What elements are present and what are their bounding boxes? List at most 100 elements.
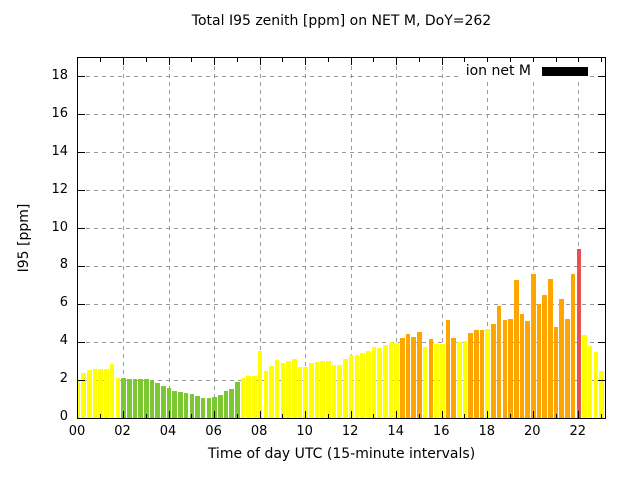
x-tick-label: 22: [569, 424, 587, 439]
bar: [479, 329, 485, 418]
x-tick-label: 02: [114, 424, 131, 439]
x-tick: [259, 58, 261, 65]
bar: [536, 304, 542, 418]
bar: [400, 338, 405, 418]
x-tick: [578, 58, 580, 65]
bar: [303, 366, 308, 418]
bar: [291, 359, 297, 418]
x-tick: [168, 58, 170, 65]
x-minor-tick: [191, 58, 193, 62]
y-tick: [78, 341, 85, 343]
x-minor-tick: [327, 58, 329, 62]
y-tick: [78, 303, 85, 305]
bar: [81, 372, 86, 418]
bar: [530, 274, 536, 418]
y-tick: [598, 379, 605, 381]
bar: [474, 329, 479, 418]
bar: [121, 378, 126, 418]
y-tick-label: 0: [59, 409, 68, 424]
x-tick: [532, 411, 534, 418]
y-tick: [78, 379, 85, 381]
y-tick-label: 16: [51, 105, 68, 121]
bar: [109, 364, 115, 418]
bar: [422, 346, 428, 418]
x-minor-tick: [601, 414, 603, 418]
x-minor-tick: [145, 58, 147, 62]
bar: [508, 319, 513, 418]
bar: [217, 395, 223, 418]
bar: [314, 362, 320, 418]
bar: [365, 350, 371, 418]
bar: [371, 346, 377, 418]
bar: [559, 298, 565, 418]
bar: [496, 306, 502, 418]
y-tick: [598, 152, 605, 154]
x-tick-label: 06: [205, 424, 222, 439]
bar: [383, 345, 388, 418]
bar: [513, 279, 519, 418]
x-minor-tick: [418, 414, 420, 418]
bar: [309, 363, 314, 418]
x-tick: [396, 58, 398, 65]
bar: [343, 359, 348, 418]
bar: [235, 382, 240, 418]
x-tick: [396, 411, 398, 418]
x-tick-label: 08: [250, 424, 268, 439]
y-tick-label: 4: [59, 333, 68, 349]
x-tick: [578, 411, 580, 418]
bar: [576, 249, 582, 418]
bar: [161, 385, 166, 418]
x-gridline: [123, 58, 125, 418]
x-minor-tick: [236, 414, 238, 418]
bar: [240, 378, 246, 418]
bar: [263, 370, 269, 418]
x-tick: [168, 411, 170, 418]
x-tick: [305, 58, 307, 65]
bar: [553, 327, 559, 418]
x-tick-label: 14: [387, 424, 404, 439]
y-tick: [598, 341, 605, 343]
chart-title: Total I95 zenith [ppm] on NET M, DoY=262: [191, 13, 492, 29]
bar: [178, 392, 183, 418]
bar: [582, 334, 587, 418]
bar: [78, 380, 81, 418]
x-tick: [487, 411, 489, 418]
bar: [405, 333, 411, 418]
bar: [360, 352, 365, 418]
bar: [462, 341, 468, 418]
plot-area: ion net M: [77, 57, 606, 419]
y-tick-label: 12: [51, 181, 68, 197]
y-tick-label: 2: [59, 371, 68, 387]
bar: [132, 379, 138, 418]
y-tick-label: 14: [51, 143, 68, 159]
y-tick-label: 18: [51, 67, 68, 83]
x-minor-tick: [510, 58, 512, 62]
bar: [269, 365, 274, 418]
x-gridline: [214, 58, 216, 418]
x-tick-label: 04: [159, 424, 177, 439]
legend: ion net M: [457, 62, 590, 80]
x-tick: [487, 58, 489, 65]
bar: [570, 274, 576, 418]
x-gridline: [578, 58, 580, 418]
x-tick: [259, 411, 261, 418]
x-minor-tick: [464, 58, 466, 62]
y-tick: [598, 228, 605, 230]
legend-label: ion net M: [465, 63, 531, 79]
x-gridline: [487, 58, 489, 418]
y-gridline: [78, 265, 605, 267]
y-gridline: [78, 190, 605, 192]
x-axis-label: Time of day UTC (15-minute intervals): [207, 446, 476, 462]
x-tick: [214, 411, 216, 418]
x-minor-tick: [100, 414, 102, 418]
bar: [206, 398, 212, 418]
bar: [491, 324, 496, 418]
x-tick: [123, 58, 125, 65]
y-gridline: [78, 341, 605, 343]
bar: [434, 344, 439, 418]
bar: [457, 342, 462, 418]
bar: [542, 294, 547, 418]
x-tick-label: 00: [68, 424, 86, 439]
x-gridline: [441, 58, 443, 418]
